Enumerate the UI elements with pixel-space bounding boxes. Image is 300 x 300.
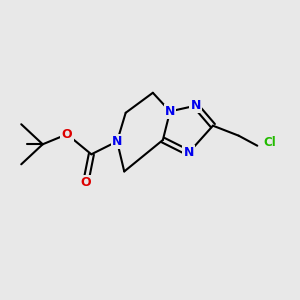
Text: N: N bbox=[165, 105, 175, 118]
Text: O: O bbox=[80, 176, 91, 189]
Text: Cl: Cl bbox=[263, 136, 276, 149]
Text: O: O bbox=[62, 128, 72, 141]
Text: N: N bbox=[112, 135, 122, 148]
Text: N: N bbox=[190, 99, 201, 112]
Text: N: N bbox=[183, 146, 194, 159]
